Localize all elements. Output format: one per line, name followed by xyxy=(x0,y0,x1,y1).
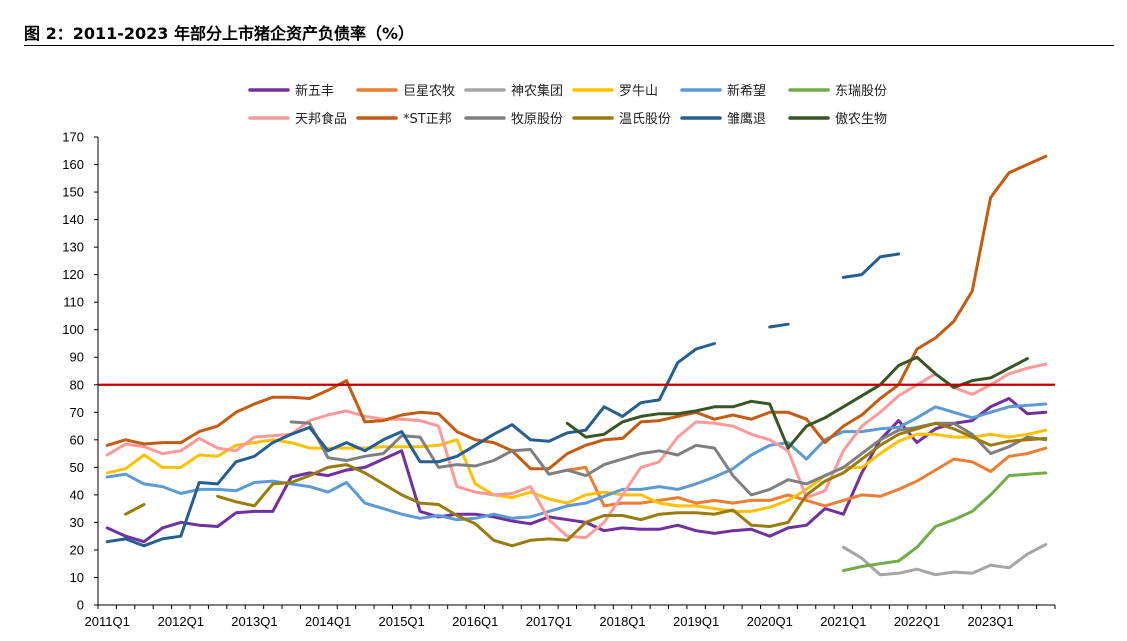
y-tick-label: 100 xyxy=(62,322,84,337)
legend-label: 东瑞股份 xyxy=(835,84,887,99)
x-tick-label: 2014Q1 xyxy=(305,614,351,629)
legend-label: 牧原股份 xyxy=(511,112,563,127)
y-tick-label: 0 xyxy=(77,598,84,613)
x-tick-label: 2012Q1 xyxy=(158,614,204,629)
series-line xyxy=(105,402,1048,522)
y-tick-label: 160 xyxy=(62,157,84,172)
series-line xyxy=(565,355,1029,450)
series-line xyxy=(565,446,1048,508)
x-tick-label: 2019Q1 xyxy=(673,614,719,629)
series-line xyxy=(841,471,1048,573)
y-tick-label: 30 xyxy=(70,515,84,530)
series-line xyxy=(105,397,1048,544)
series-line xyxy=(216,421,1048,548)
y-tick-label: 50 xyxy=(70,460,84,475)
series-line xyxy=(841,542,1048,577)
y-tick-label: 120 xyxy=(62,267,84,282)
x-tick-label: 2020Q1 xyxy=(747,614,793,629)
legend-label: 傲农生物 xyxy=(835,112,887,127)
x-tick-label: 2022Q1 xyxy=(894,614,940,629)
series-line xyxy=(105,428,1048,513)
legend-label: 新五丰 xyxy=(295,83,334,99)
series-line xyxy=(105,154,1048,471)
x-tick-label: 2023Q1 xyxy=(967,614,1013,629)
y-tick-label: 130 xyxy=(62,240,84,255)
legend-label: 罗牛山 xyxy=(619,84,658,99)
legend-label: 天邦食品 xyxy=(295,111,347,127)
series-line xyxy=(768,322,790,329)
x-tick-label: 2011Q1 xyxy=(85,614,130,629)
y-tick-label: 60 xyxy=(70,432,84,447)
legend-label: 雏鹰退 xyxy=(727,111,766,127)
x-tick-label: 2013Q1 xyxy=(231,614,277,629)
title-rule xyxy=(24,45,1114,46)
legend-label: 巨星农牧 xyxy=(403,84,455,99)
y-tick-label: 150 xyxy=(62,185,84,200)
y-tick-label: 40 xyxy=(70,487,84,502)
series-line xyxy=(105,362,1048,540)
legend-label: 神农集团 xyxy=(511,83,563,99)
y-tick-label: 90 xyxy=(70,350,84,365)
series-line xyxy=(841,252,901,279)
legend-label: 温氏股份 xyxy=(619,112,671,127)
y-tick-label: 170 xyxy=(62,130,84,145)
y-tick-label: 110 xyxy=(63,295,84,310)
x-tick-label: 2018Q1 xyxy=(599,614,645,629)
y-tick-label: 80 xyxy=(70,377,84,392)
x-tick-label: 2021Q1 xyxy=(820,614,866,629)
series-line xyxy=(124,503,146,516)
x-tick-label: 2015Q1 xyxy=(379,614,425,629)
figure-title: 图 2：2011-2023 年部分上市猪企资产负债率（%） xyxy=(24,24,415,43)
y-tick-label: 70 xyxy=(70,405,84,420)
y-tick-label: 20 xyxy=(70,542,84,557)
series-line xyxy=(105,342,716,548)
x-tick-label: 2016Q1 xyxy=(452,614,498,629)
y-tick-label: 140 xyxy=(62,212,84,227)
legend-label: 新希望 xyxy=(727,83,766,99)
x-tick-label: 2017Q1 xyxy=(526,614,572,629)
legend-label: *ST正邦 xyxy=(403,112,452,127)
y-tick-label: 10 xyxy=(70,570,84,585)
